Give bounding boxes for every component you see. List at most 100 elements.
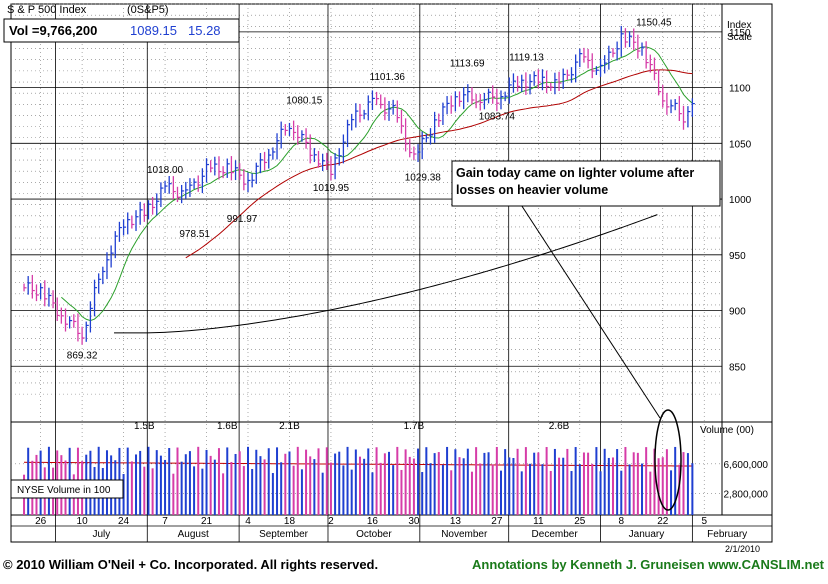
- volume-bar: [458, 457, 461, 515]
- price-annotation: 978.51: [179, 229, 210, 240]
- price-annotation: 1018.00: [147, 165, 184, 176]
- volume-bar: [645, 447, 648, 515]
- volume-bar: [661, 457, 664, 515]
- volume-bar: [620, 470, 623, 515]
- volume-bar: [524, 447, 527, 515]
- day-tick-label: 7: [162, 516, 168, 527]
- volume-bar: [342, 465, 345, 515]
- month-label: July: [92, 529, 110, 540]
- annotation-credit: Annotations by Kenneth J. Gruneisen www.…: [472, 557, 824, 572]
- price-annotation: 1150.45: [636, 17, 672, 28]
- day-tick-label: 24: [118, 516, 130, 527]
- ma-long-line: [114, 214, 658, 334]
- day-tick-label: 18: [284, 516, 296, 527]
- volume-bar: [616, 449, 619, 515]
- day-tick-label: 26: [35, 516, 47, 527]
- volume-bar: [197, 446, 200, 515]
- volume-bar: [396, 446, 399, 515]
- volume-bar: [263, 459, 266, 515]
- annotation-line-1: Gain today came on lighter volume after: [456, 166, 694, 180]
- volume-bar: [417, 448, 420, 515]
- volume-bar: [338, 451, 341, 515]
- volume-bar: [595, 447, 598, 515]
- price-annotation: 1029.38: [405, 172, 442, 183]
- day-tick-label: 8: [618, 516, 624, 527]
- volume-bar: [611, 457, 614, 515]
- volume-bar: [641, 463, 644, 515]
- volume-bar: [562, 457, 565, 515]
- day-tick-label: 11: [533, 516, 544, 527]
- price-change: 15.28: [188, 23, 221, 38]
- volume-bar: [379, 462, 382, 515]
- volume-bar: [570, 471, 573, 515]
- volume-bar: [636, 452, 639, 515]
- volume-bar: [309, 456, 312, 515]
- annotation-line-2: losses on heavier volume: [456, 183, 608, 197]
- volume-bar: [454, 449, 457, 515]
- price-annotation: 1101.36: [370, 72, 406, 83]
- volume-bar: [143, 466, 146, 515]
- volume-bar: [329, 462, 332, 515]
- quote-box: [3, 18, 240, 43]
- volume-bar: [495, 446, 498, 515]
- volume-bar: [425, 447, 428, 515]
- volume-bar: [350, 469, 353, 515]
- volume-bar: [135, 454, 138, 515]
- volume-bar: [371, 472, 374, 515]
- volume-bar: [130, 461, 133, 515]
- index-scale-title-2: Scale: [727, 32, 752, 43]
- volume-bar: [578, 464, 581, 515]
- month-label: December: [532, 529, 579, 540]
- volume-bar: [462, 458, 465, 515]
- price-annotation: 1119.13: [509, 52, 544, 63]
- volume-bar: [271, 473, 274, 515]
- volume-bar: [151, 468, 154, 515]
- volume-bar: [691, 463, 694, 515]
- volume-bar: [412, 458, 415, 515]
- volume-bar: [247, 446, 249, 515]
- volume-bar: [446, 446, 449, 515]
- volume-bar: [354, 449, 357, 515]
- price-tick-label: 900: [729, 307, 746, 318]
- month-label: February: [707, 529, 747, 540]
- volume-bar: [582, 452, 585, 515]
- volume-bar: [292, 465, 295, 515]
- volume-bar: [437, 452, 440, 515]
- volume-bar: [678, 464, 681, 515]
- index-scale-title-1: Index: [727, 20, 751, 31]
- volume-bar: [686, 453, 689, 515]
- last-price: 1089.15: [130, 23, 177, 38]
- day-tick-label: 30: [408, 516, 420, 527]
- volume-bar: [184, 454, 187, 515]
- volume-legend-text: NYSE Volume in 100: [17, 485, 111, 496]
- price-tick-label: 1000: [729, 195, 752, 206]
- day-tick-label: 2: [328, 516, 334, 527]
- volume-bar: [288, 451, 291, 515]
- volume-bar: [603, 448, 606, 515]
- day-tick-label: 10: [77, 516, 89, 527]
- volume-bar: [529, 463, 532, 515]
- volume-bar: [172, 473, 175, 515]
- volume-bar: [334, 453, 337, 515]
- chart-labels: 1150 1100 1050 1000 950 900 850 6,600,000 2,800,…: [35, 17, 768, 540]
- price-tick-label: 1100: [729, 84, 751, 95]
- volume-bar: [296, 446, 299, 515]
- day-tick-label: 13: [450, 516, 462, 527]
- volume-bar: [209, 455, 212, 515]
- volume-bar: [450, 470, 453, 515]
- volume-bar: [201, 468, 204, 515]
- volume-bar: [367, 448, 370, 515]
- volume-bar: [665, 449, 668, 515]
- volume-bar: [388, 451, 391, 515]
- volume-bar: [574, 447, 577, 515]
- volume-bar: [682, 452, 685, 515]
- volume-bar: [284, 453, 287, 515]
- ma-short-line: [61, 46, 693, 322]
- volume-bar: [188, 451, 191, 515]
- volume-bar: [441, 464, 444, 515]
- volume-bar: [512, 457, 515, 515]
- volume-bar: [321, 472, 324, 515]
- volume-bar: [305, 449, 308, 515]
- volume-bar: [545, 447, 548, 515]
